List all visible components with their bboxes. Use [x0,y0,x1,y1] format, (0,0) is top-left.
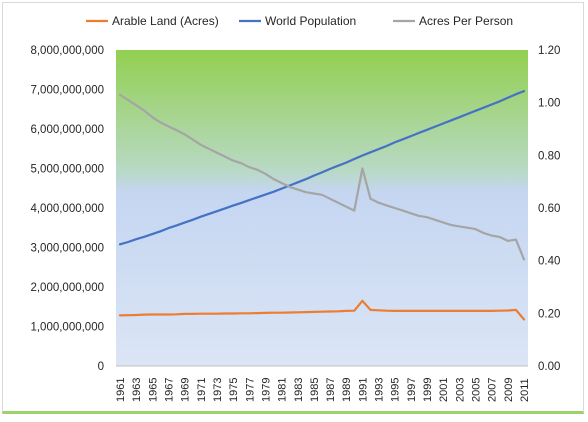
series-line-acres-per-person [118,93,526,261]
x-tick-label: 1985 [309,378,321,402]
y-left-tick-label: 7,000,000,000 [30,85,104,97]
y-right-tick-label: 0.00 [538,361,560,373]
x-tick-label: 1965 [147,378,159,402]
series-line-world-population [118,89,526,246]
x-tick-label: 2005 [471,378,483,402]
x-tick-label: 1993 [374,378,386,402]
y-right-tick-label: 0.60 [538,203,560,215]
x-tick-label: 1987 [325,378,337,402]
right-y-axis: 0.00 0.20 0.40 0.60 0.80 1.00 1.20 [538,45,560,373]
x-tick-label: 2003 [454,378,466,402]
x-tick-label: 1983 [293,378,305,402]
y-left-tick-label: 0 [98,361,104,373]
legend: Arable Land (Acres) World Population Acres… [86,14,513,28]
y-left-tick-label: 1,000,000,000 [30,322,104,334]
y-right-tick-label: 1.00 [538,98,560,110]
series-line-arable-land-acres [118,299,526,321]
y-right-tick-label: 1.20 [538,45,560,57]
x-tick-label: 1977 [244,378,256,402]
y-left-tick-label: 4,000,000,000 [30,203,104,215]
x-tick-label: 1989 [341,378,353,402]
legend-label: Arable Land (Acres) [112,14,219,28]
x-tick-label: 1979 [260,378,272,402]
x-tick-label: 1967 [163,378,175,402]
x-tick-label: 1991 [357,378,369,402]
x-tick-label: 2001 [438,378,450,402]
y-right-tick-label: 0.40 [538,256,560,268]
y-left-tick-label: 5,000,000,000 [30,164,104,176]
x-tick-label: 1975 [228,378,240,402]
y-left-tick-label: 3,000,000,000 [30,243,104,255]
y-left-tick-label: 6,000,000,000 [30,124,104,136]
x-tick-label: 1971 [196,378,208,402]
legend-label: Acres Per Person [419,14,513,28]
x-axis: 1961 1963 1965 1967 1969 1971 1973 1975 1977 1979… [115,365,531,402]
y-right-tick-label: 0.80 [538,150,560,162]
x-tick-label: 2011 [519,378,531,402]
plot-area [116,50,528,366]
x-tick-label: 1963 [131,378,143,402]
x-tick-label: 1969 [180,378,192,402]
y-left-tick-label: 2,000,000,000 [30,282,104,294]
series-lines [118,89,526,321]
x-tick-label: 1981 [277,378,289,402]
y-left-tick-label: 8,000,000,000 [30,45,104,57]
x-tick-label: 2009 [503,378,515,402]
chart-frame [2,2,584,414]
x-tick-label: 1995 [390,378,402,402]
y-right-tick-label: 0.20 [538,308,560,320]
x-tick-label: 1961 [115,378,127,402]
legend-label: World Population [265,14,356,28]
x-tick-label: 1997 [406,378,418,402]
x-tick-label: 1999 [422,378,434,402]
x-tick-label: 2007 [487,378,499,402]
x-tick-label: 1973 [212,378,224,402]
left-y-axis: 0 1,000,000,000 2,000,000,000 3,000,000,000… [30,45,104,373]
